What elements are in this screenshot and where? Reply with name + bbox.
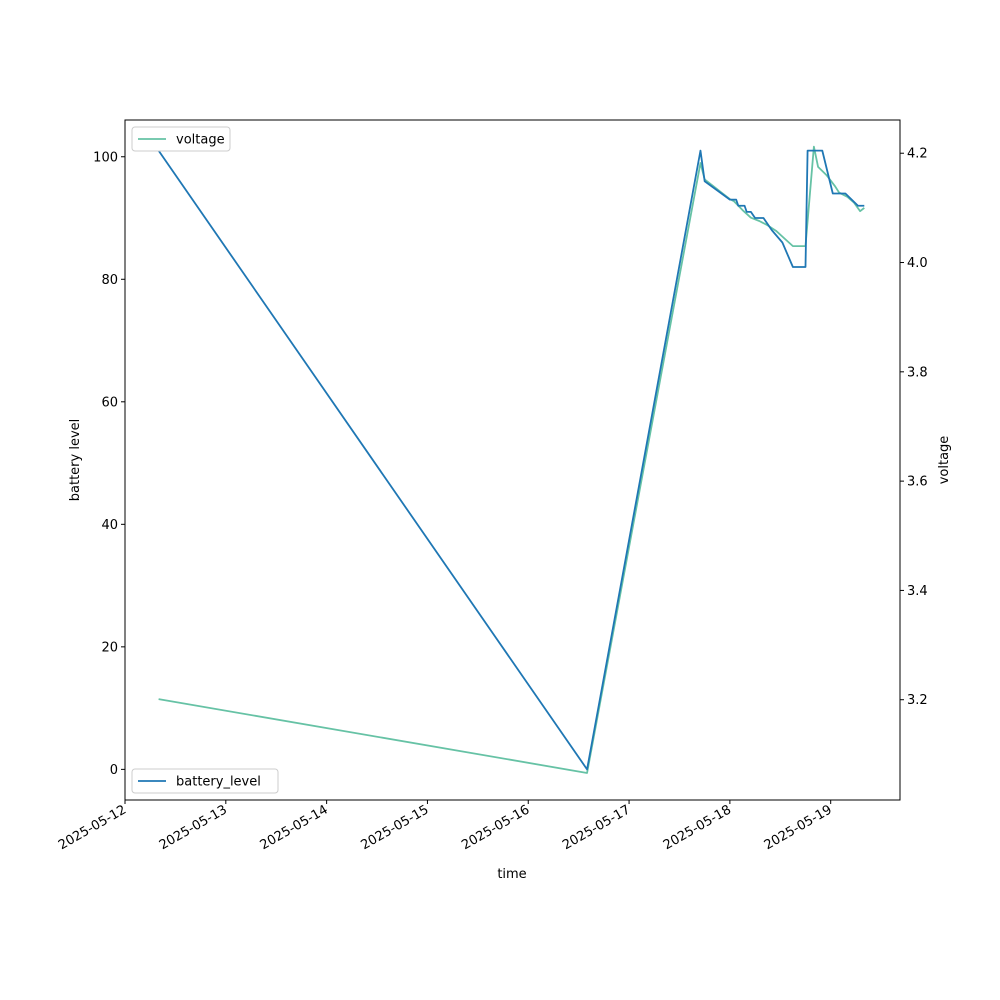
right-y-tick-label: 4.2 bbox=[907, 147, 928, 162]
legend-box bbox=[131, 126, 231, 152]
left-y-tick-label: 20 bbox=[101, 640, 118, 655]
left-y-tick-label: 40 bbox=[101, 518, 118, 533]
right-y-tick-label: 3.8 bbox=[907, 365, 928, 380]
series-line-voltage bbox=[158, 145, 865, 774]
series-line-battery-level bbox=[157, 149, 865, 771]
right-y-tick-label: 3.6 bbox=[907, 475, 928, 490]
plot-area bbox=[157, 145, 865, 774]
right-y-tick-label: 3.2 bbox=[907, 693, 928, 708]
x-axis-title: time bbox=[497, 867, 526, 882]
legend-label: voltage bbox=[176, 133, 225, 148]
left-y-tick-label: 100 bbox=[93, 150, 118, 165]
right-y-tick-label: 3.4 bbox=[907, 584, 928, 599]
right-y-axis-title: voltage bbox=[937, 436, 952, 485]
legend-box bbox=[131, 768, 279, 794]
left-y-tick-label: 80 bbox=[101, 273, 118, 288]
legend-label: battery_level bbox=[176, 775, 261, 790]
left-y-tick-label: 60 bbox=[101, 395, 118, 410]
legend-battery-level: battery_level bbox=[131, 768, 279, 794]
plot-frame bbox=[124, 119, 901, 801]
right-y-tick-label: 4.0 bbox=[907, 256, 928, 271]
legends: voltage battery_level bbox=[131, 126, 279, 794]
left-y-axis-title: battery level bbox=[68, 419, 83, 502]
legend-voltage: voltage bbox=[131, 126, 231, 152]
left-y-tick-label: 0 bbox=[110, 763, 118, 778]
